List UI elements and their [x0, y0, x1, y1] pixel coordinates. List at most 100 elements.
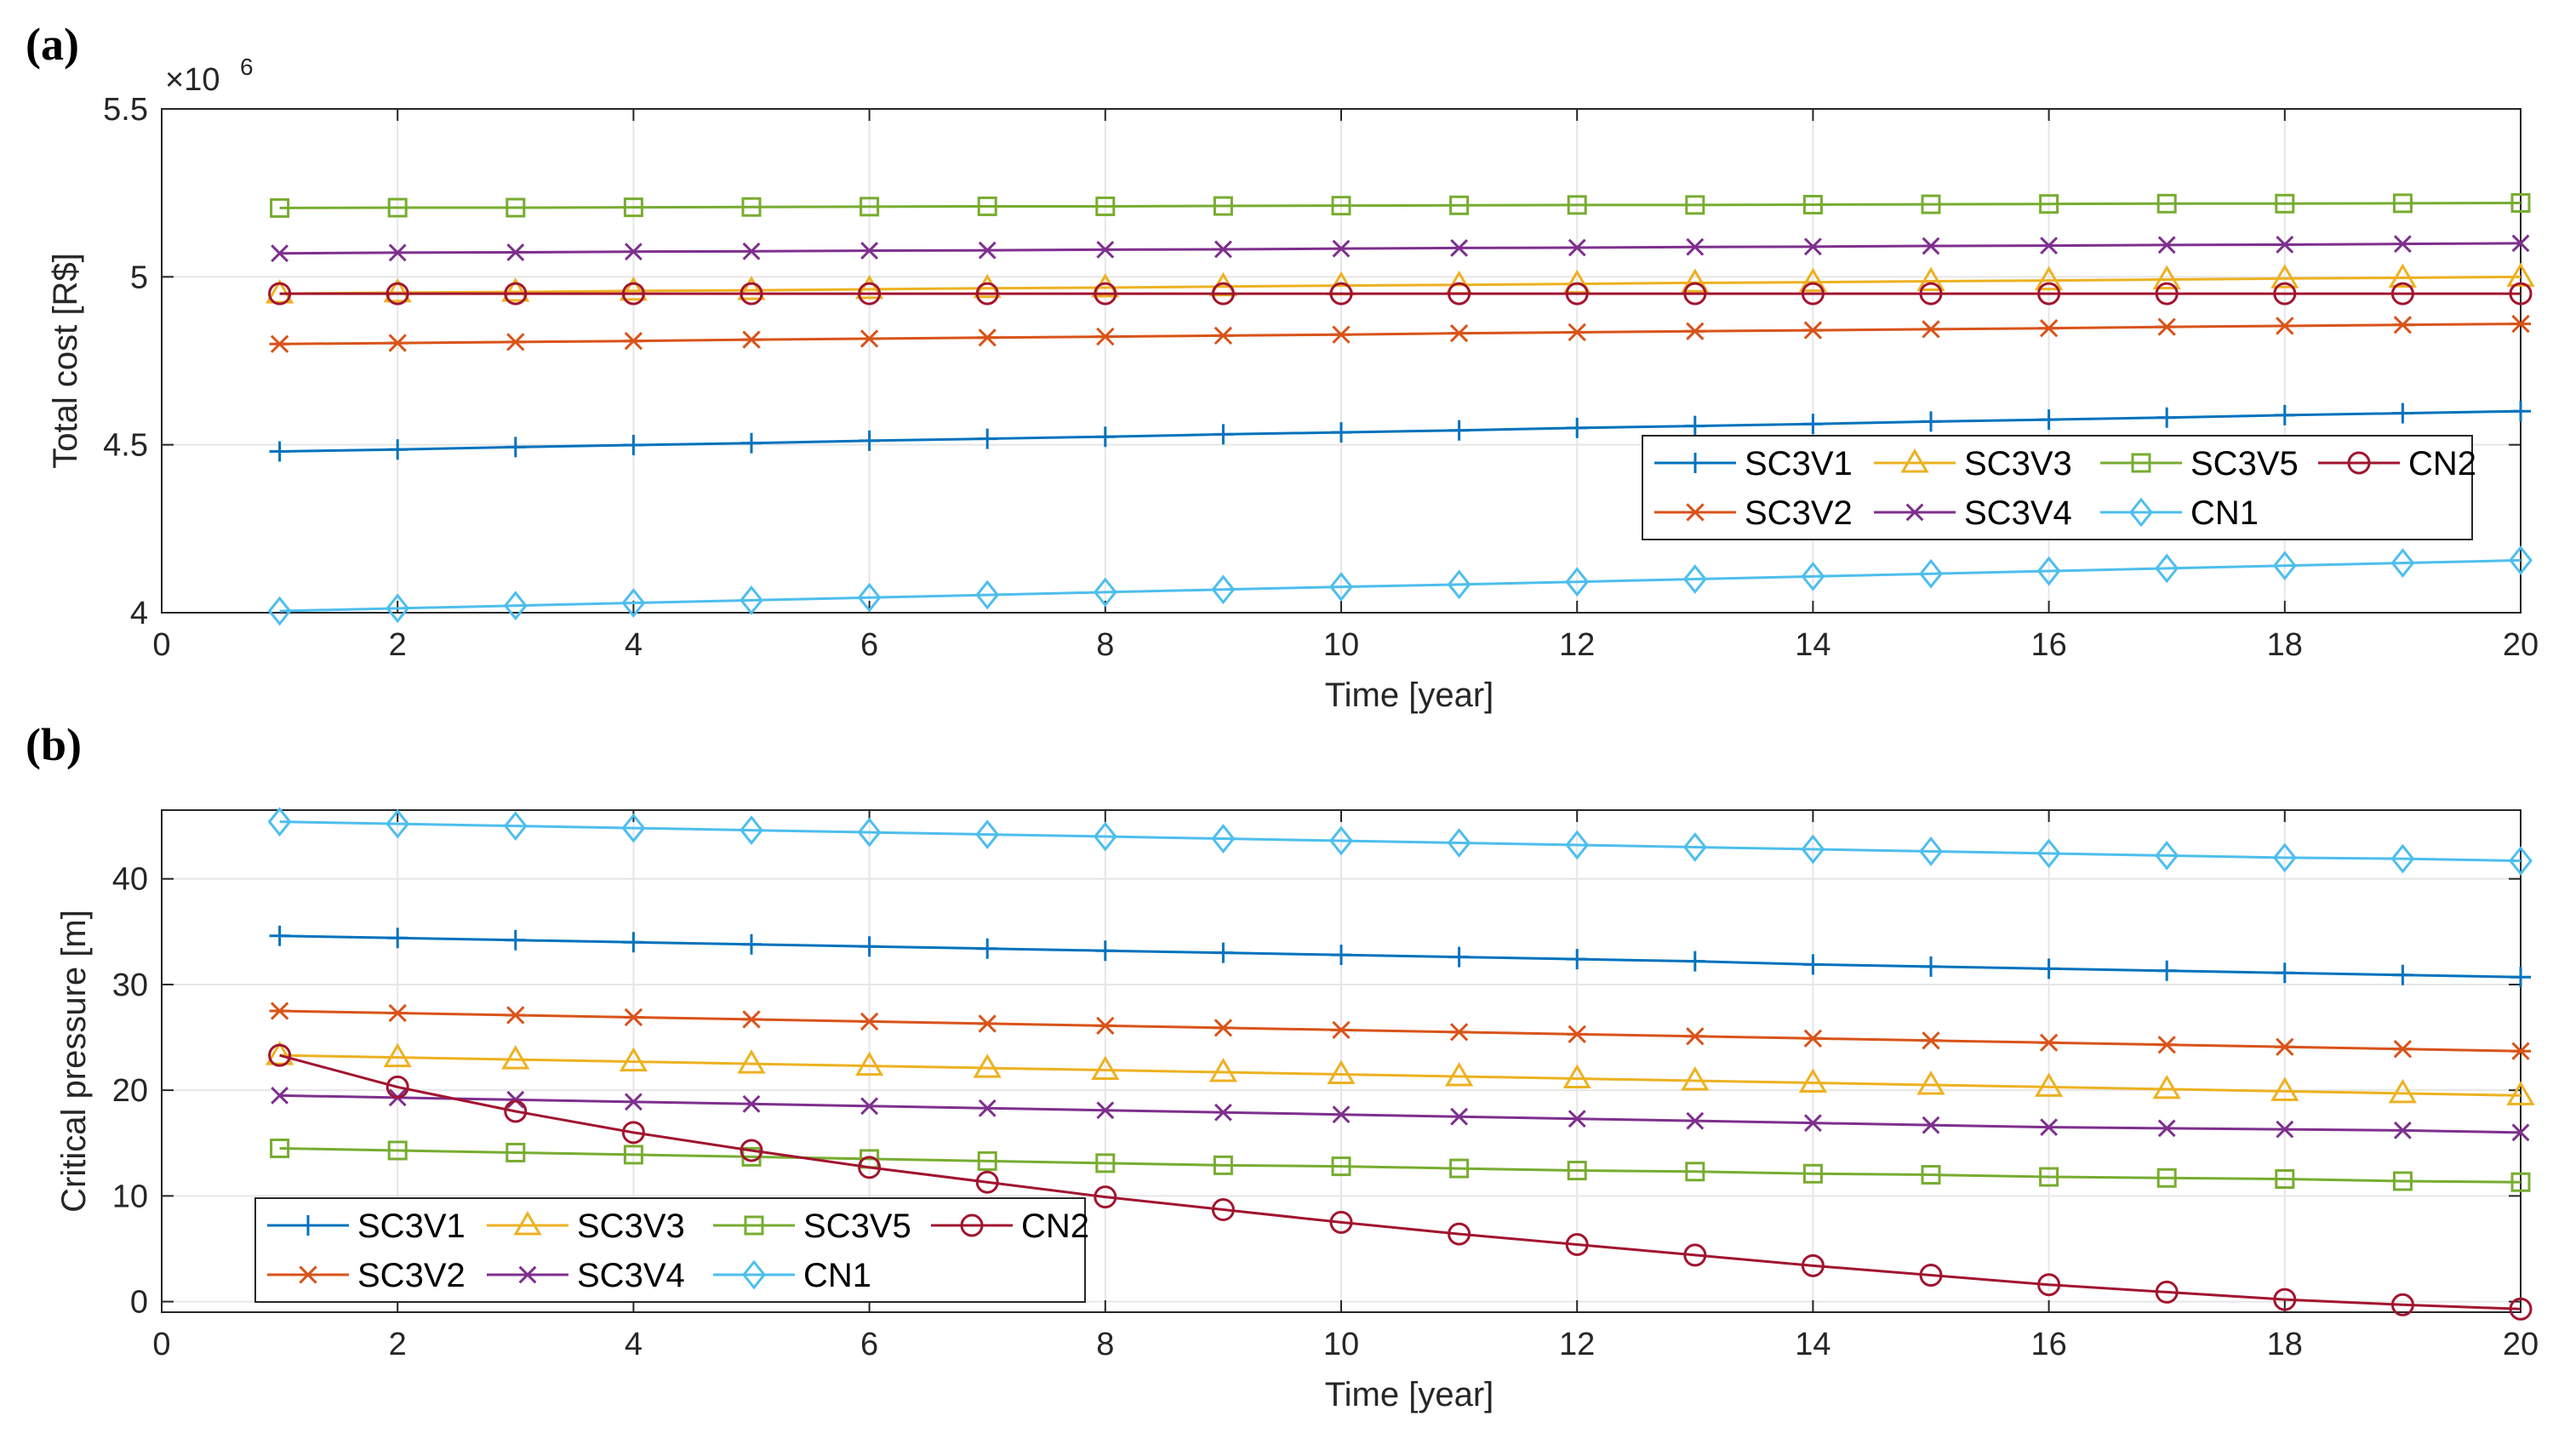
data-point	[268, 282, 292, 305]
data-point	[267, 807, 292, 837]
x-tick-label: 12	[1559, 1327, 1595, 1362]
legend-label: SC3V5	[803, 1208, 911, 1245]
data-point	[1916, 1070, 1945, 1095]
x-tick-label: 0	[152, 1327, 170, 1362]
legend-box	[254, 1197, 1086, 1303]
series-line-sc3v1	[279, 934, 2522, 979]
data-point	[1801, 282, 1825, 305]
data-point	[1448, 1222, 1471, 1246]
series-line-cn1	[279, 820, 2522, 863]
data-point	[2506, 262, 2535, 287]
data-point	[2276, 236, 2294, 254]
data-point	[506, 1090, 525, 1109]
data-point	[1567, 1025, 1588, 1043]
data-point	[1094, 327, 1116, 346]
data-point	[1331, 325, 1351, 344]
chart-panel-b: (b) 0 2 4 6 8 10 12 14 16 18 20 0 10 20 30 40 Time [year]…	[26, 719, 2539, 1413]
data-point	[265, 279, 294, 304]
legend-marker	[742, 1259, 766, 1290]
data-point	[1096, 1101, 1115, 1120]
series-sc3v1	[269, 925, 2531, 988]
x-tick-label: 18	[2267, 627, 2303, 663]
legend-label: SC3V3	[577, 1208, 685, 1245]
data-point	[973, 1053, 1002, 1078]
data-point	[977, 938, 998, 959]
data-point	[1919, 836, 1943, 866]
data-point	[619, 1047, 648, 1072]
data-point	[2392, 403, 2413, 424]
series-line-sc3v5	[279, 202, 2522, 209]
x-tick-label: 12	[1559, 627, 1595, 663]
data-point	[2510, 1172, 2531, 1192]
data-point	[2038, 319, 2059, 338]
data-point	[1562, 1064, 1591, 1088]
data-point	[2272, 842, 2297, 873]
data-point	[2510, 401, 2531, 422]
data-point	[271, 244, 289, 263]
data-point	[505, 197, 526, 218]
data-point	[1093, 821, 1117, 852]
data-point	[2275, 1168, 2295, 1189]
x-tick-label: 8	[1096, 627, 1114, 663]
data-point	[1801, 834, 1825, 865]
legend-label: CN1	[2190, 494, 2259, 532]
x-tick-label: 20	[2503, 627, 2539, 663]
data-point	[505, 929, 526, 951]
data-point	[2393, 1121, 2412, 1139]
data-point	[2506, 1081, 2535, 1105]
data-point	[1331, 422, 1351, 443]
data-point	[1450, 238, 1469, 257]
legend-marker	[2131, 453, 2151, 473]
data-point	[1686, 1111, 1705, 1130]
data-point	[1448, 420, 1470, 441]
legend-item-cn1: CN1	[2100, 494, 2259, 532]
data-point	[1213, 196, 1233, 216]
data-point	[1211, 824, 1236, 854]
data-point	[854, 1051, 884, 1076]
series-sc3v1	[269, 401, 2531, 462]
data-point	[2040, 1118, 2059, 1137]
data-point	[978, 241, 997, 260]
legend-marker	[298, 1215, 318, 1236]
data-point	[1798, 267, 1828, 293]
data-point	[860, 1097, 879, 1116]
data-point	[1802, 194, 1823, 214]
series-sc3v4	[271, 1086, 2530, 1142]
data-point	[1921, 194, 1941, 214]
y-exponent-label: ×10	[165, 62, 220, 98]
data-point	[977, 328, 998, 347]
data-point	[2274, 1037, 2295, 1056]
data-point	[1919, 282, 1943, 305]
x-tick-label: 2	[389, 1327, 407, 1362]
data-point	[1332, 1105, 1351, 1124]
data-point	[1567, 1161, 1587, 1181]
legend-item-cn2: CN2	[931, 1208, 1089, 1245]
data-point	[1802, 1029, 1824, 1048]
data-point	[1095, 1153, 1116, 1173]
data-point	[1091, 1055, 1120, 1081]
data-point	[859, 430, 880, 451]
data-point	[269, 334, 290, 353]
legend-label: CN2	[2408, 445, 2476, 482]
x-tick-label: 8	[1096, 1327, 1114, 1362]
data-point	[1448, 1023, 1470, 1042]
data-point	[1213, 1019, 1234, 1037]
data-point	[2270, 1076, 2299, 1101]
data-point	[387, 439, 408, 460]
data-point	[1096, 240, 1115, 259]
data-point	[1801, 1253, 1825, 1277]
data-point	[1921, 1165, 1941, 1185]
y-tick-label: 0	[130, 1285, 148, 1321]
data-point	[2155, 1280, 2179, 1304]
data-point	[2273, 1288, 2297, 1311]
data-point	[386, 808, 410, 839]
legend: SC3V1 SC3V3 SC3V5 CN2 SC3V2 SC3V4 CN1	[1642, 435, 2476, 540]
data-point	[2037, 1273, 2061, 1297]
data-point	[2511, 1123, 2530, 1142]
data-point	[1921, 411, 1941, 432]
y-axis-label: Total cost [R$]	[47, 253, 84, 468]
data-point	[387, 1140, 408, 1161]
data-point	[387, 928, 408, 949]
data-point	[387, 334, 408, 352]
